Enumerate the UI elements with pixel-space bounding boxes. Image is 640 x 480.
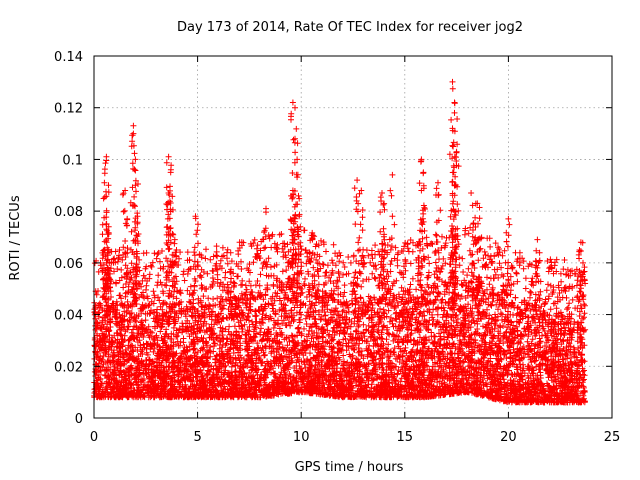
y-tick-label: 0.02: [54, 360, 83, 375]
x-tick-label: 15: [397, 430, 414, 445]
data-points: [91, 78, 589, 406]
y-tick-label: 0.1: [62, 153, 83, 168]
x-tick-label: 25: [604, 430, 621, 445]
y-tick-label: 0: [75, 412, 83, 427]
scatter-markers: [91, 78, 589, 406]
y-tick-label: 0.12: [54, 102, 83, 117]
y-axis-label: ROTI / TECUs: [8, 195, 23, 280]
y-tick-label: 0.04: [54, 309, 83, 324]
axis-ticks: 0 5 10 15 20 25 0 0.02 0.04 0.06 0.08 0.1 0.12 0.14: [54, 50, 620, 445]
chart-title: Day 173 of 2014, Rate Of TEC Index for r…: [177, 20, 523, 35]
y-tick-label: 0.08: [54, 205, 83, 220]
x-axis-label: GPS time / hours: [295, 460, 404, 475]
x-tick-label: 5: [193, 430, 201, 445]
y-tick-label: 0.14: [54, 50, 83, 65]
x-tick-label: 10: [293, 430, 310, 445]
x-tick-label: 0: [90, 430, 98, 445]
y-tick-label: 0.06: [54, 257, 83, 272]
x-tick-label: 20: [500, 430, 517, 445]
plot-frame: [93, 55, 613, 419]
